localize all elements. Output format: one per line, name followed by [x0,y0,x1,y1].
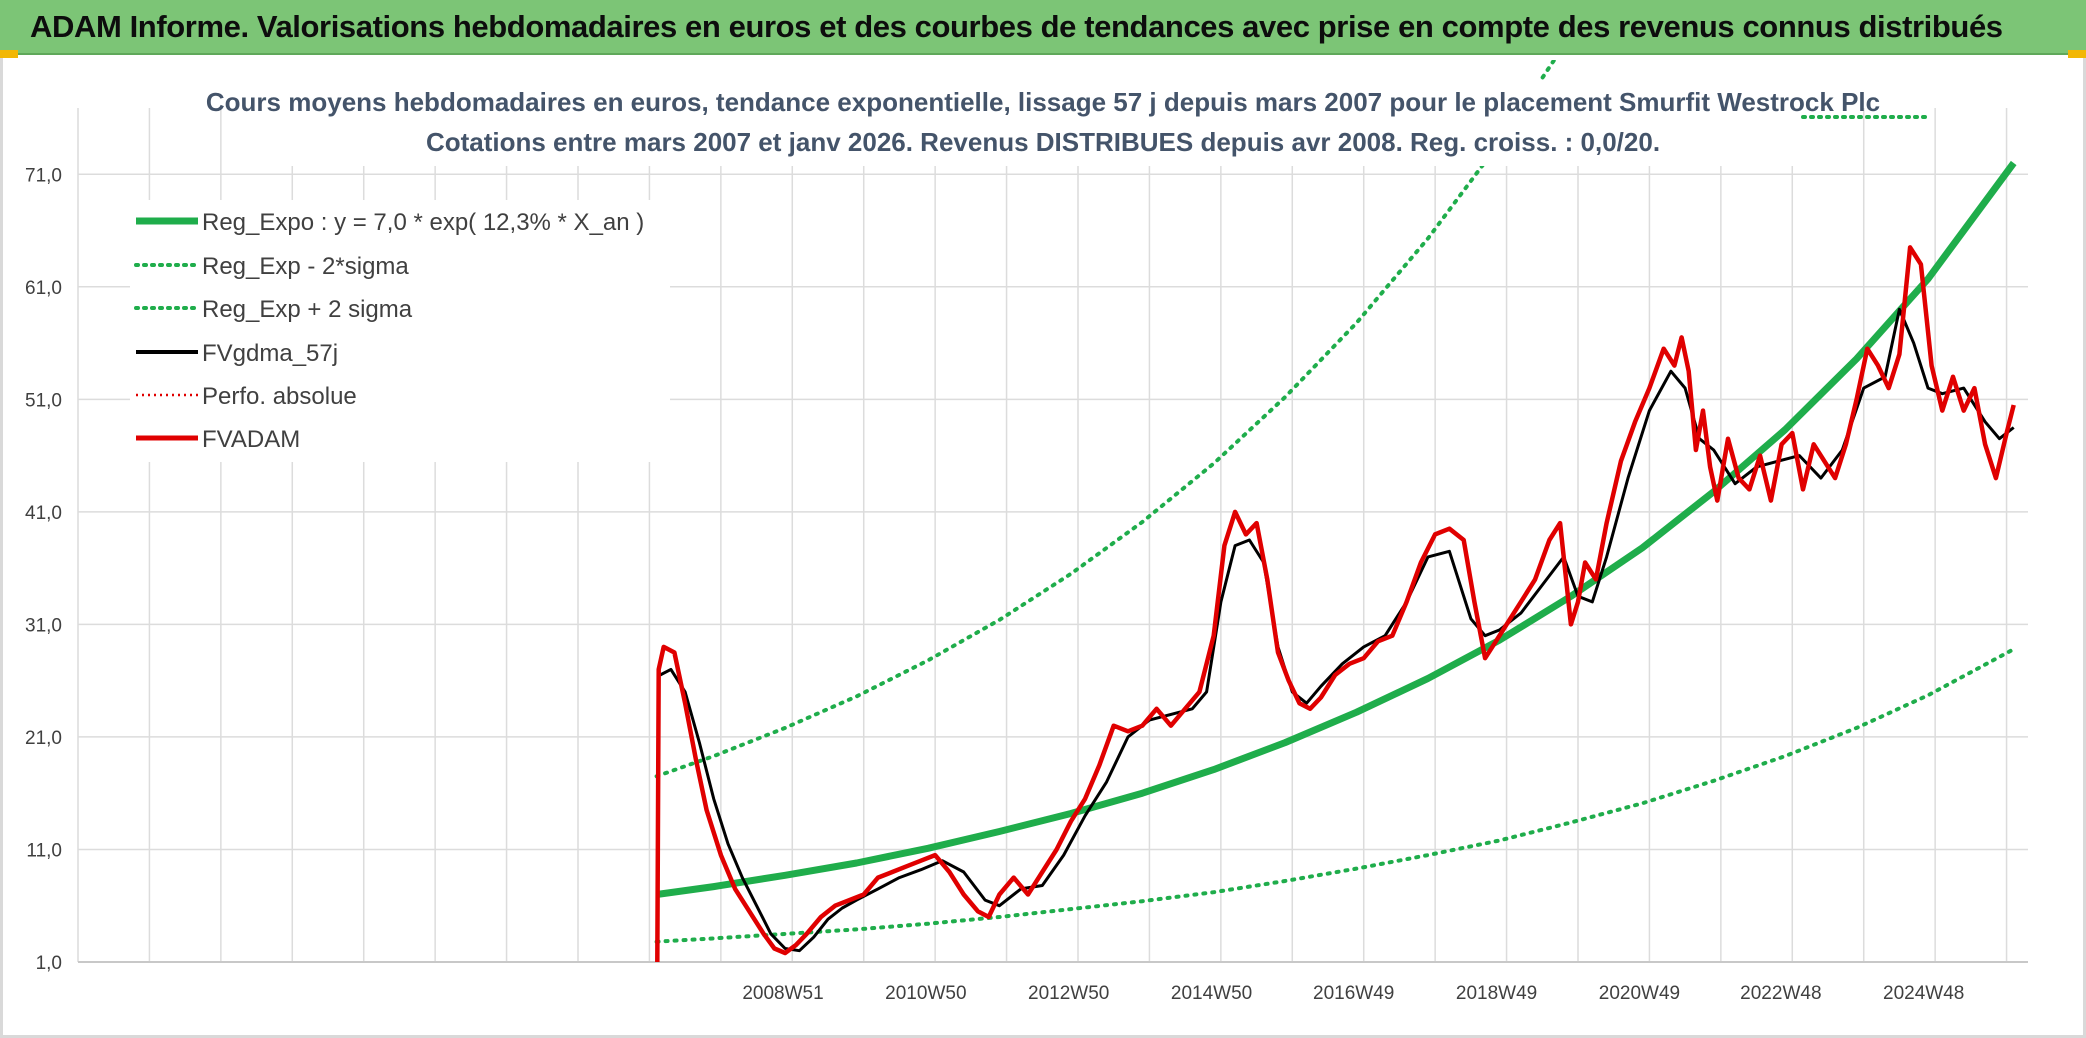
x-tick-label: 2014W50 [1171,983,1252,1004]
x-tick-label: 2020W49 [1599,983,1680,1004]
chart-title-line2: Cotations entre mars 2007 et janv 2026. … [426,127,1660,157]
y-tick-label: 31,0 [25,615,62,636]
x-tick-label: 2018W49 [1456,983,1537,1004]
x-tick-label: 2008W51 [742,983,823,1004]
legend: Reg_Expo : y = 7,0 * exp( 12,3% * X_an )… [130,200,670,462]
legend-label-reg-exp-plus: Reg_Exp + 2 sigma [202,296,413,323]
legend-label-reg-expo: Reg_Expo : y = 7,0 * exp( 12,3% * X_an ) [202,209,644,236]
series-fvgdma [659,307,2015,953]
chart-title-line1: Cours moyens hebdomadaires en euros, ten… [206,87,1880,117]
legend-background [130,200,670,462]
x-tick-label: 2022W48 [1740,983,1821,1004]
y-tick-label: 51,0 [25,390,62,411]
title-background [275,80,1810,166]
x-axis-ticks: 2008W51 2010W50 2012W50 2014W50 2016W49 2018W… [742,983,1964,1004]
legend-label-fvgdma: FVgdma_57j [202,340,338,367]
y-axis-ticks: 71,0 61,0 51,0 41,0 31,0 21,0 11,0 1,0 [25,165,62,974]
legend-label-perfo: Perfo. absolue [202,383,357,410]
y-tick-label: 11,0 [26,840,62,861]
y-tick-label: 41,0 [25,503,62,524]
plot-area [654,60,2017,962]
y-tick-label: 1,0 [36,953,62,974]
x-tick-label: 2012W50 [1028,983,1109,1004]
legend-label-fvadam: FVADAM [202,426,300,453]
series-reg-exp-minus [654,647,2016,944]
y-tick-label: 21,0 [25,728,62,749]
series-reg-exp-plus [654,60,1557,779]
x-tick-label: 2024W48 [1883,983,1964,1004]
y-tick-label: 61,0 [25,278,62,299]
y-tick-label: 71,0 [25,165,62,186]
header-bar: ADAM Informe. Valorisations hebdomadaire… [0,0,2086,55]
page-title: ADAM Informe. Valorisations hebdomadaire… [30,9,2003,44]
x-tick-label: 2016W49 [1313,983,1394,1004]
corner-accent-right [2068,50,2086,58]
series-fvadam [655,245,2016,962]
chart-title: Cours moyens hebdomadaires en euros, ten… [206,80,1880,166]
series-reg-expo [656,160,2017,898]
corner-accent-left [0,50,18,58]
x-tick-label: 2010W50 [885,983,966,1004]
legend-label-reg-exp-minus: Reg_Exp - 2*sigma [202,253,409,280]
